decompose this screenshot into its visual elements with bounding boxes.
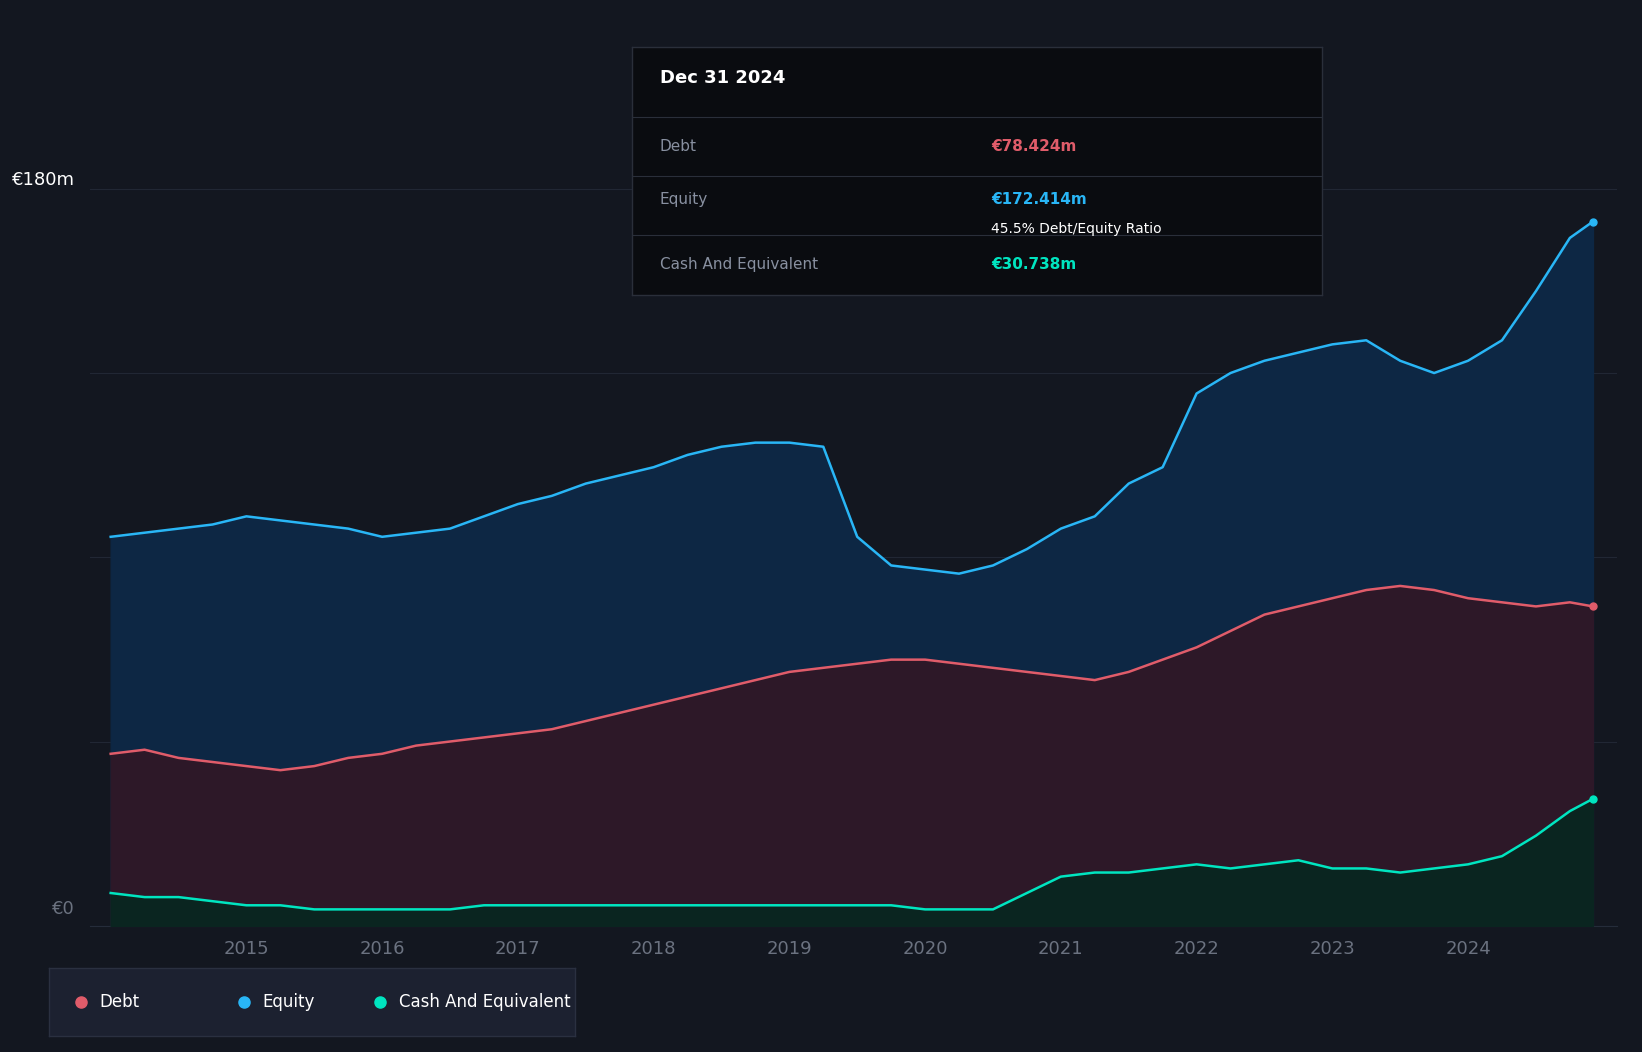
Text: 45.5% Debt/Equity Ratio: 45.5% Debt/Equity Ratio (990, 222, 1161, 236)
Text: Equity: Equity (263, 993, 314, 1011)
Text: Cash And Equivalent: Cash And Equivalent (660, 258, 818, 272)
Text: €78.424m: €78.424m (990, 139, 1076, 154)
Text: Debt: Debt (99, 993, 140, 1011)
Text: Equity: Equity (660, 191, 708, 207)
Text: Debt: Debt (660, 139, 696, 154)
Text: €180m: €180m (11, 170, 76, 188)
Text: €172.414m: €172.414m (990, 191, 1087, 207)
Text: €30.738m: €30.738m (990, 258, 1076, 272)
Text: €0: €0 (53, 901, 76, 918)
Text: Dec 31 2024: Dec 31 2024 (660, 69, 785, 87)
Text: Cash And Equivalent: Cash And Equivalent (399, 993, 570, 1011)
